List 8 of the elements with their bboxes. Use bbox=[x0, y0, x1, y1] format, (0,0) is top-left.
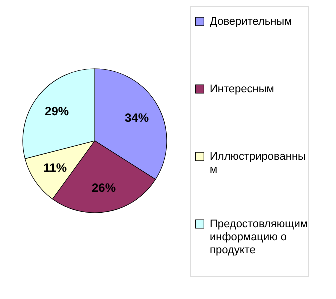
legend-label: Доверительным bbox=[210, 16, 292, 28]
legend-label: Предостовляющим информацию о продукте bbox=[210, 218, 308, 256]
data-label: 26% bbox=[92, 181, 116, 196]
legend-label: Иллюстрированным bbox=[210, 150, 306, 176]
data-label: 11% bbox=[44, 160, 68, 175]
legend-label: Интересным bbox=[210, 83, 274, 96]
data-label: 29% bbox=[45, 104, 70, 119]
data-label: 34% bbox=[125, 110, 150, 125]
